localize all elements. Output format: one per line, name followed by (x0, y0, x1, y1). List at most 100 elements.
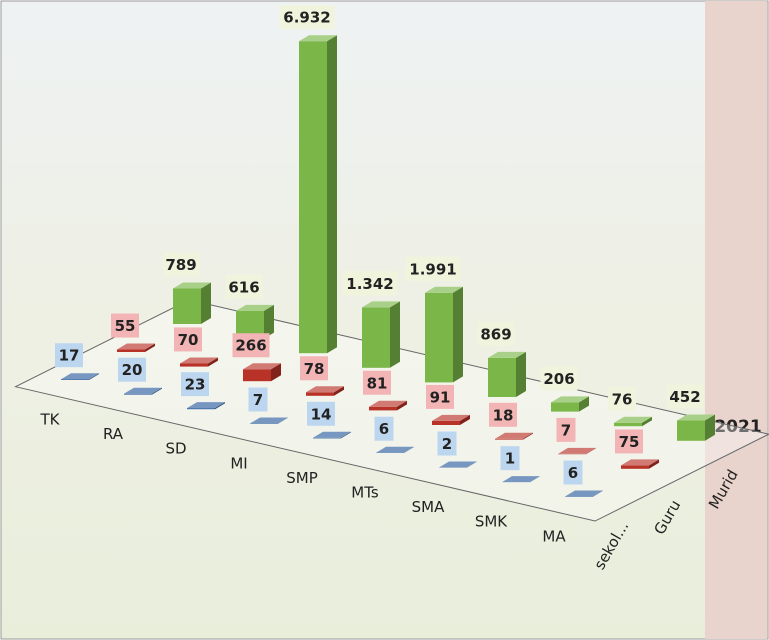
data-label-box (225, 274, 263, 299)
bar-top (299, 35, 337, 42)
data-label-box (279, 5, 335, 30)
data-label: 55 (115, 317, 136, 335)
data-label-box (111, 313, 139, 338)
bar (439, 461, 477, 468)
bar-side (586, 447, 596, 455)
bar-top (502, 476, 540, 483)
bar-side (390, 301, 400, 368)
data-label-box (666, 384, 704, 409)
bar-side (271, 363, 281, 382)
data-label: 20 (122, 361, 143, 379)
bar-side (460, 414, 470, 425)
bar-top (376, 446, 414, 453)
bar-top (243, 363, 281, 370)
bar-top (495, 432, 533, 439)
data-label-box (55, 343, 83, 368)
bar-front (495, 438, 523, 440)
data-label-box (162, 252, 200, 277)
category-label: RA (103, 425, 124, 443)
bar (614, 416, 652, 427)
bar-top (425, 286, 463, 293)
bar-top (313, 431, 351, 438)
data-label-box (374, 416, 394, 441)
category-label: MTs (351, 484, 379, 502)
bar-top (369, 400, 407, 407)
data-label: 23 (185, 376, 206, 394)
background-wall (705, 1, 767, 639)
bar-top (621, 459, 659, 466)
bar-top (439, 461, 477, 468)
data-label: 91 (430, 388, 451, 406)
bar-front (432, 420, 460, 425)
category-label: SMP (286, 469, 318, 487)
data-label-box (477, 321, 515, 346)
category-label: SMA (412, 498, 445, 516)
data-label-box (489, 402, 517, 427)
bar (243, 363, 281, 382)
data-label: 869 (480, 325, 511, 343)
bar (250, 417, 288, 424)
bar-side (201, 282, 211, 324)
bar-side (89, 373, 99, 380)
bar-front (299, 41, 327, 354)
data-label: 1.991 (409, 260, 456, 278)
data-label: 6 (379, 420, 389, 438)
data-label: 18 (493, 406, 514, 424)
bar-top (488, 351, 526, 358)
bar-side (642, 416, 652, 427)
bar-side (523, 432, 533, 440)
bar-side (341, 431, 351, 439)
bar-side (467, 461, 477, 468)
bar (180, 357, 218, 367)
bar-front (243, 369, 271, 382)
bar-top (362, 301, 400, 308)
bar-front (425, 292, 453, 383)
bar (432, 414, 470, 425)
bar-side (649, 459, 659, 469)
data-label-box (363, 370, 391, 395)
bar (677, 414, 715, 441)
bar-front (306, 392, 334, 396)
data-label-box (248, 387, 268, 412)
data-label-box (232, 333, 270, 358)
data-label: 78 (304, 360, 325, 378)
data-label: 75 (619, 433, 640, 451)
data-label-box (307, 401, 335, 426)
bar-front (61, 379, 89, 380)
data-label-box (563, 460, 583, 485)
bar (425, 286, 463, 383)
bar-side (208, 357, 218, 367)
data-label: 616 (228, 278, 259, 296)
data-label-box (556, 417, 576, 442)
bar-side (397, 400, 407, 411)
bar-front (173, 288, 201, 324)
data-label: 6.932 (283, 9, 330, 27)
bar (369, 400, 407, 411)
bar-side (152, 387, 162, 395)
data-label: 17 (59, 347, 80, 365)
bar-side (404, 446, 414, 453)
bar (306, 386, 344, 396)
data-label-box (174, 327, 202, 352)
bar-front (362, 307, 390, 368)
data-label: 14 (311, 405, 332, 423)
bar (61, 373, 99, 380)
bar-side (145, 343, 155, 352)
bar-top (677, 414, 715, 421)
bar-side (516, 351, 526, 397)
data-label: 266 (235, 337, 266, 355)
data-label-box (540, 366, 578, 391)
bar (621, 459, 659, 469)
data-label-box (437, 431, 457, 456)
data-label: 76 (612, 390, 633, 408)
data-label: 1 (505, 450, 515, 468)
category-label: SD (165, 440, 186, 458)
data-label-box (426, 384, 454, 409)
bar (495, 432, 533, 440)
data-label-box (300, 356, 328, 381)
category-label: SMK (475, 513, 508, 531)
bar (551, 396, 589, 412)
bar-side (705, 414, 715, 441)
bar-top (180, 357, 218, 364)
data-label: 1.342 (346, 275, 393, 293)
